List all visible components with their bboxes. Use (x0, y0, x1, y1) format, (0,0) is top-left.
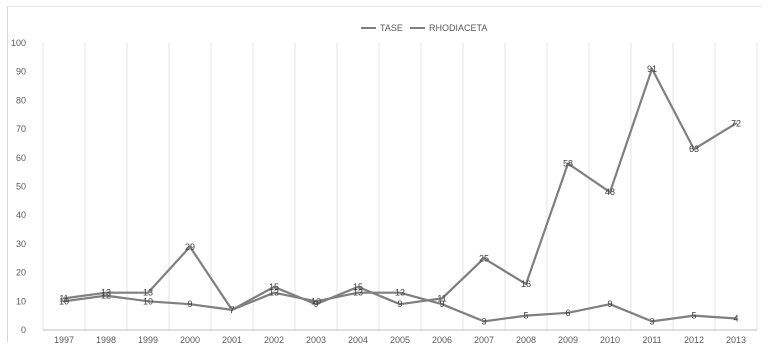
data-label: 9 (313, 299, 318, 309)
data-label: 11 (437, 293, 446, 303)
data-label: 25 (479, 253, 489, 263)
gridlines (42, 43, 758, 330)
data-label: 16 (521, 279, 531, 289)
x-tick-label: 2003 (306, 335, 326, 345)
x-tick-label: 2013 (726, 335, 746, 345)
data-label: 13 (353, 288, 363, 298)
x-tick-label: 1998 (96, 335, 116, 345)
y-tick-label: 90 (16, 67, 26, 77)
x-tick-label: 2000 (180, 335, 200, 345)
data-label: 11 (59, 293, 68, 303)
data-label: 7 (229, 305, 234, 315)
data-label: 63 (689, 144, 699, 154)
data-label: 9 (187, 299, 192, 309)
data-label: 48 (605, 187, 615, 197)
x-tick-label: 2001 (222, 335, 242, 345)
data-label: 10 (311, 296, 321, 306)
y-tick-label: 30 (16, 239, 26, 249)
y-tick-label: 40 (16, 210, 26, 220)
data-label: 13 (269, 288, 279, 298)
data-label: 3 (649, 316, 654, 326)
x-axis-ticks: 1997 1998 1999 2000 2001 2002 2003 2004 2005 2006… (54, 335, 746, 345)
y-tick-label: 10 (16, 296, 26, 306)
data-label: 9 (397, 299, 402, 309)
x-tick-label: 1997 (54, 335, 74, 345)
y-tick-label: 100 (11, 38, 26, 48)
y-tick-label: 80 (16, 95, 26, 105)
data-label: 12 (101, 291, 111, 301)
y-tick-label: 0 (21, 325, 26, 335)
x-tick-label: 2011 (642, 335, 661, 345)
data-label: 3 (481, 316, 486, 326)
data-label: 91 (647, 64, 657, 74)
data-label: 58 (563, 159, 573, 169)
x-tick-label: 2008 (516, 335, 536, 345)
y-tick-label: 20 (16, 268, 26, 278)
x-tick-label: 2009 (558, 335, 578, 345)
data-label: 5 (691, 311, 696, 321)
data-label: 5 (523, 311, 528, 321)
legend-label: RHODIACETA (429, 23, 487, 33)
x-tick-label: 2004 (348, 335, 368, 345)
series-line-rhodiaceta (62, 291, 738, 323)
series-lines (62, 67, 738, 323)
data-label: 15 (269, 282, 279, 292)
chart-frame (7, 6, 762, 342)
data-label: 9 (439, 299, 444, 309)
x-tick-label: 2005 (390, 335, 410, 345)
y-tick-label: 70 (16, 124, 26, 134)
data-label: 7 (229, 305, 234, 315)
x-tick-label: 2007 (474, 335, 494, 345)
data-label: 9 (607, 299, 612, 309)
data-label: 13 (101, 288, 111, 298)
legend: TASE RHODIACETA (361, 23, 487, 33)
y-axis-ticks: 0 10 20 30 40 50 60 70 80 90 100 (11, 38, 26, 335)
data-label: 29 (185, 242, 195, 252)
y-tick-label: 60 (16, 153, 26, 163)
x-tick-label: 2006 (432, 335, 452, 345)
y-tick-label: 50 (16, 182, 26, 192)
data-label: 6 (565, 308, 570, 318)
data-label: 15 (353, 282, 363, 292)
x-tick-label: 1999 (138, 335, 158, 345)
data-label: 13 (395, 288, 405, 298)
data-label: 10 (143, 296, 153, 306)
x-tick-label: 2012 (684, 335, 704, 345)
data-label: 13 (143, 288, 153, 298)
data-label: 10 (59, 296, 69, 306)
legend-label: TASE (380, 23, 403, 33)
x-tick-label: 2002 (264, 335, 284, 345)
data-label: 4 (733, 314, 738, 324)
x-tick-label: 2010 (600, 335, 620, 345)
series-line-tase (62, 67, 738, 311)
data-label: 72 (731, 118, 741, 128)
